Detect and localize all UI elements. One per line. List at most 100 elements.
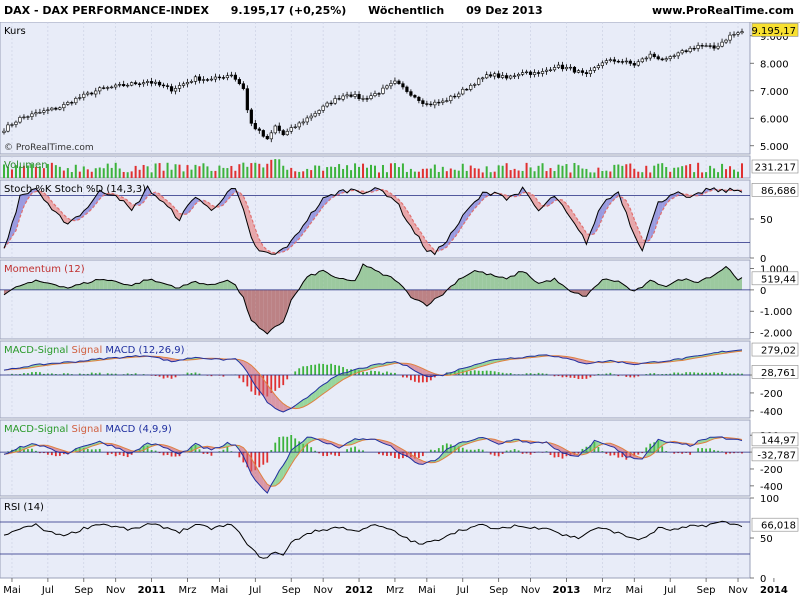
candle-body	[532, 72, 537, 75]
macd-12-26-9-panel-histogram-bar	[198, 373, 201, 376]
macd-12-26-9-panel-histogram-bar	[46, 373, 49, 376]
volume-bar	[405, 171, 408, 178]
candle-body	[620, 61, 624, 63]
candle-body	[481, 77, 485, 80]
macd-4-9-9-panel-macd-line	[3, 436, 743, 494]
macd-12-26-9-panel-histogram-bar	[330, 363, 333, 376]
macd-12-26-9-panel-histogram-bar	[370, 370, 372, 376]
stochastic-fill	[83, 207, 88, 216]
candle-body	[189, 81, 194, 83]
candle-body	[181, 83, 186, 86]
price-candle	[10, 122, 14, 128]
candle-body	[134, 82, 138, 85]
momentum-fill	[95, 279, 100, 290]
price-candle	[660, 57, 664, 62]
y-tick-label: 50	[760, 534, 773, 545]
candle-body	[524, 71, 529, 74]
macd-12-26-9-panel-histogram-bar	[86, 373, 89, 376]
momentum-fill	[426, 289, 431, 307]
volume-bar	[729, 166, 732, 178]
candle-body	[497, 73, 501, 78]
candle-body	[517, 73, 521, 77]
volume-bar	[90, 171, 93, 178]
macd-4-9-9-panel-histogram-bar	[398, 452, 400, 459]
price-candle	[189, 79, 194, 84]
macd-4-9-9-panel-histogram-bar	[597, 447, 600, 453]
macd-12-26-9-panel-histogram-bar	[394, 372, 396, 376]
site-link[interactable]: www.ProRealTime.com	[651, 4, 794, 17]
macd-4-9-9-panel-histogram-bar	[437, 448, 440, 453]
macd-12-26-9-panel-histogram-bar	[681, 373, 684, 376]
volume-panel: Volumen 231.217	[0, 155, 799, 179]
macd-4-9-9-panel-histogram-bar	[198, 449, 201, 453]
candle-body	[229, 74, 233, 77]
momentum-fill	[139, 279, 144, 290]
macd-4-9-9-panel-histogram-bar	[58, 452, 61, 456]
macd-12-26-9-panel-fill	[303, 397, 308, 407]
momentum-fill	[107, 280, 112, 290]
volume-bar	[22, 165, 25, 178]
macd-4-9-9-panel-histogram-bar	[509, 450, 512, 453]
candle-body	[724, 39, 728, 43]
momentum-fill	[279, 289, 284, 325]
candle-body	[421, 100, 425, 104]
price-candle	[517, 72, 521, 80]
price-candle	[66, 100, 70, 106]
price-panel-background	[0, 22, 751, 155]
stochastic-panel: 50 0 Stoch %K Stoch %D (14,3,3) 86,686	[0, 179, 799, 265]
volume-bar	[162, 170, 165, 178]
candle-body	[501, 75, 505, 78]
candle-body	[177, 85, 182, 89]
macd-4-9-9-panel-fill	[650, 444, 655, 456]
candle-body	[253, 123, 257, 130]
y-tick-label: -2.000	[760, 329, 792, 340]
price-candle	[165, 83, 170, 90]
candle-body	[82, 93, 86, 98]
candle-body	[130, 82, 134, 86]
momentum-panel: 1.000 0 -1.000 -2.000 Momentum (12) 519,44	[0, 259, 799, 340]
volume-bar	[609, 171, 612, 178]
volume-bar	[453, 169, 456, 178]
candle-body	[213, 76, 218, 80]
candle-body	[385, 85, 389, 89]
price-candle	[197, 73, 202, 84]
volume-bar	[74, 164, 77, 178]
momentum-fill	[71, 284, 76, 290]
stochastic-fill	[622, 197, 627, 213]
price-candle	[425, 100, 429, 107]
candle-body	[205, 79, 210, 81]
candle-body	[70, 102, 74, 104]
rsi-panel: 100 50 0 RSI (14) 66,018	[0, 494, 799, 585]
price-candle	[2, 128, 6, 135]
macd-4-9-9-panel-histogram-bar	[709, 448, 711, 453]
candle-body	[441, 100, 445, 103]
volume-bar	[286, 169, 289, 178]
volume-bar	[306, 168, 309, 178]
price-candle	[349, 91, 353, 98]
volume-bar	[370, 164, 373, 178]
price-candle	[213, 73, 218, 83]
candle-body	[552, 67, 557, 71]
candle-body	[528, 71, 533, 75]
macd-4-9-9-panel-fill	[247, 452, 252, 475]
candle-body	[349, 94, 353, 97]
macd-12-26-9-panel-histogram-bar	[433, 375, 436, 378]
candle-body	[161, 84, 166, 87]
stochastic-fill	[239, 191, 244, 210]
stochastic-fill	[582, 226, 587, 245]
volume-bar	[733, 169, 736, 178]
price-candle	[122, 80, 126, 88]
price-candle	[281, 129, 285, 137]
volume-bar	[66, 168, 69, 178]
price-candle	[126, 83, 130, 88]
price-candle	[241, 81, 245, 91]
candle-body	[150, 81, 154, 84]
candle-body	[54, 107, 58, 110]
momentum-fill	[199, 283, 204, 290]
momentum-fill	[458, 277, 463, 290]
volume-bar	[18, 166, 21, 178]
volume-bar	[82, 166, 85, 178]
macd-4-9-9-panel-fill	[239, 445, 244, 457]
macd-12-26-9-panel-histogram-bar	[194, 372, 197, 376]
candle-body	[173, 88, 178, 92]
